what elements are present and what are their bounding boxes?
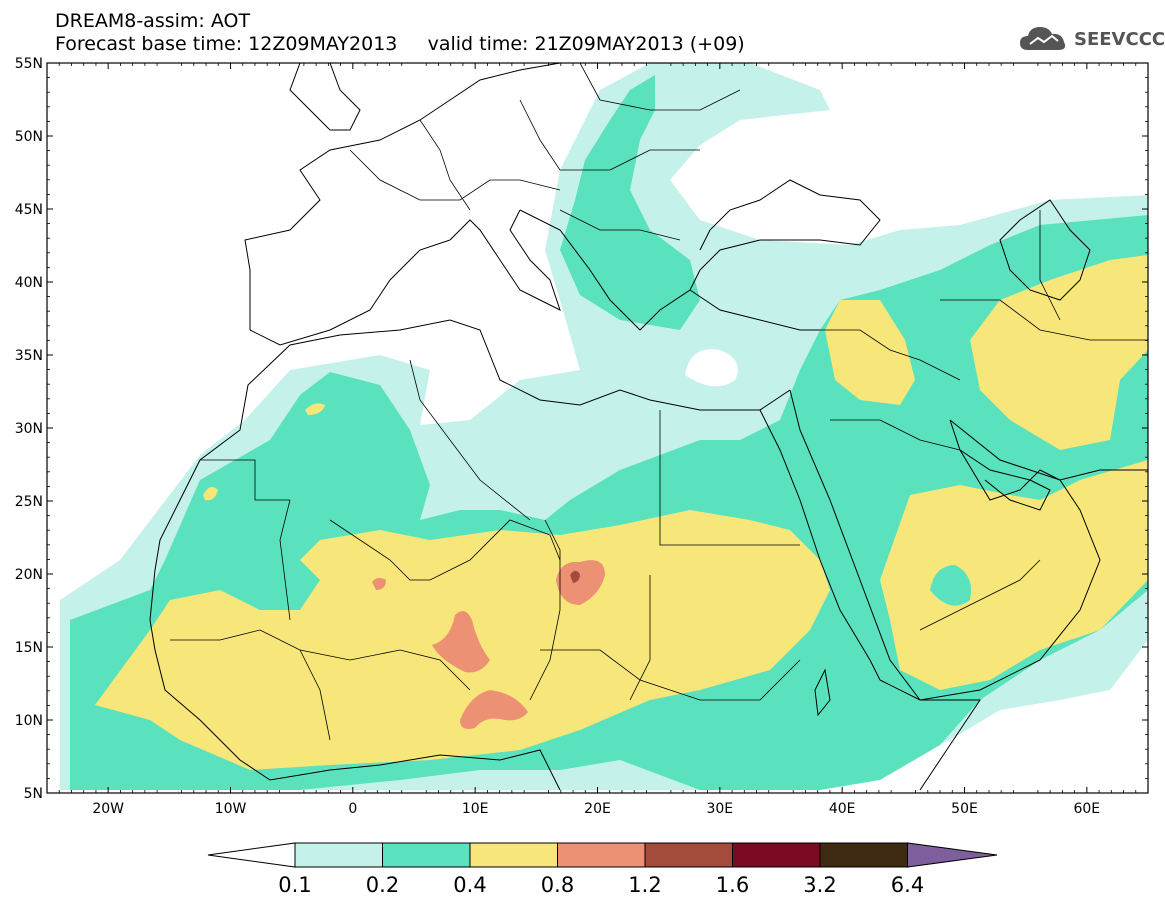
lat-label: 10N: [15, 713, 43, 729]
east-africa-coastline: [879, 679, 981, 791]
lon-label: 20W: [92, 801, 124, 817]
north-africa-coastline: [247, 319, 791, 411]
aot-0.4-0.8-wsahara-spot: [203, 486, 218, 501]
lat-label: 50N: [15, 129, 43, 145]
colorbar-segment: [819, 842, 908, 868]
europe-coastline: [244, 63, 561, 330]
cloud-icon: [1020, 27, 1066, 50]
aot-low-hole-mediterranean: [685, 349, 738, 387]
aot-0.4-0.8-morocco-spot: [305, 403, 325, 415]
aot-0.8-1.2-chad-region: [556, 560, 605, 605]
lon-label: 40E: [829, 801, 856, 817]
colorbar-label: 0.8: [541, 873, 574, 897]
logo-text: SEEVCCC: [1074, 28, 1165, 50]
colorbar-label: 0.4: [453, 873, 486, 897]
aot-0.2-0.4-balkans-region: [560, 75, 700, 330]
lat-label: 35N: [15, 348, 43, 364]
colorbar-label: 0.2: [366, 873, 399, 897]
coastlines: [149, 63, 1148, 791]
lat-label: 55N: [15, 56, 43, 72]
lon-label: 10W: [215, 801, 247, 817]
aot-0.2-0.4-pocket: [930, 565, 971, 606]
aot-0.8-1.2-nigeria-region: [460, 690, 528, 729]
colorbar-label: 3.2: [803, 873, 836, 897]
forecast-time-subtitle: Forecast base time: 12Z09MAY2013 valid t…: [55, 33, 745, 55]
colorbar-label: 0.1: [278, 873, 311, 897]
aot-0.8-1.2-niger-region: [432, 611, 490, 673]
lat-label: 25N: [15, 494, 43, 510]
balkans-coastline: [519, 209, 701, 331]
lon-label: 0: [348, 801, 357, 817]
aot-0.4-0.8-iraq-region: [825, 300, 915, 405]
red-sea-coastline: [759, 409, 881, 681]
lat-label: 30N: [15, 421, 43, 437]
colorbar-upper-arrow: [907, 842, 998, 868]
lon-label: 20E: [584, 801, 611, 817]
lon-label: 10E: [462, 801, 489, 817]
colorbar-segment: [557, 842, 646, 868]
madagascar-lake-coastline: [814, 668, 831, 717]
aot-0.4-0.8-iran-region: [970, 255, 1148, 450]
seevccc-logo: SEEVCCC: [1018, 22, 1165, 56]
aot-0.4-0.8-arabia-region: [880, 460, 1148, 690]
iran-coastline: [949, 419, 1148, 481]
persian-gulf-coastline: [959, 449, 1051, 511]
map-title: DREAM8-assim: AOT: [55, 10, 251, 32]
lat-label: 15N: [15, 640, 43, 656]
arabia-coastline: [789, 389, 1101, 701]
italy-coastline: [449, 209, 561, 311]
turkey-coastline: [689, 289, 820, 331]
black-sea-coastline: [699, 179, 881, 271]
lat-label: 40N: [15, 275, 43, 291]
colorbar-label: 6.4: [891, 873, 924, 897]
aot-0.8-1.2-mali-spot: [372, 577, 386, 590]
longitude-axis: 20W 10W 0 10E 20E 30E 40E 50E 60E: [58, 63, 1137, 817]
africa-coastline: [149, 384, 561, 791]
caspian-coastline: [999, 199, 1091, 301]
uk-coastline: [289, 63, 361, 131]
lat-label: 5N: [24, 786, 43, 802]
aot-colorbar: 0.1 0.2 0.4 0.8 1.2 1.6 3.2 6.4: [207, 842, 998, 897]
country-borders: [170, 63, 1148, 741]
lat-label: 45N: [15, 202, 43, 218]
lon-label: 60E: [1073, 801, 1100, 817]
colorbar-label: 1.6: [716, 873, 749, 897]
lat-label: 20N: [15, 567, 43, 583]
colorbar-segment: [382, 842, 471, 868]
colorbar-segment: [732, 842, 821, 868]
colorbar-segment: [294, 842, 383, 868]
iberia-coastline: [249, 239, 451, 346]
colorbar-segment: [644, 842, 733, 868]
colorbar-lower-arrow: [207, 842, 296, 868]
lon-label: 30E: [706, 801, 733, 817]
aot-1.2-1.6-spot: [570, 570, 580, 583]
lon-label: 50E: [951, 801, 978, 817]
aot-shading: [60, 63, 1148, 790]
colorbar-segment: [469, 842, 558, 868]
latitude-axis: 55N 50N 45N 40N 35N 30N 25N 20N 15N 10N 5N: [15, 56, 1148, 802]
colorbar-label: 1.2: [628, 873, 661, 897]
